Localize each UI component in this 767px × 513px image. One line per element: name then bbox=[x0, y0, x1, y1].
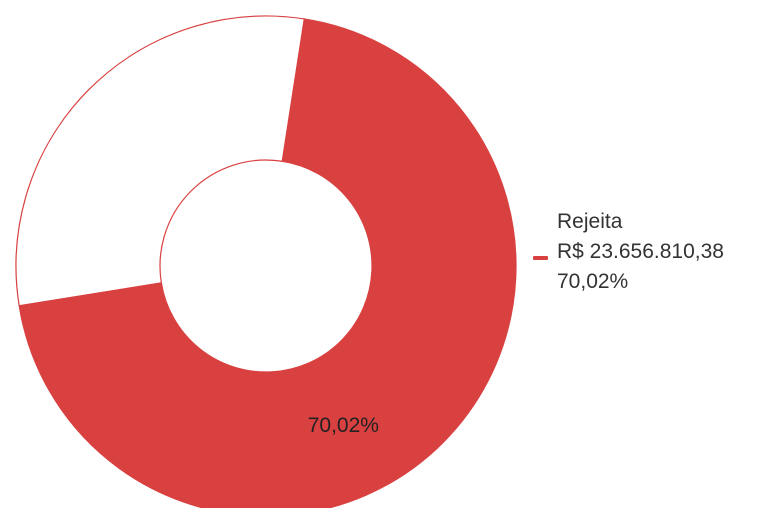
donut-slice-other[interactable] bbox=[15, 15, 305, 307]
legend-percent: 70,02% bbox=[557, 270, 629, 293]
legend-value: R$ 23.656.810,38 bbox=[557, 240, 724, 263]
donut-slice-rejeita[interactable] bbox=[18, 18, 517, 513]
legend-swatch-rejeita bbox=[533, 256, 548, 260]
legend-label: Rejeita bbox=[557, 210, 623, 233]
legend-entry-rejeita[interactable]: Rejeita R$ 23.656.810,38 70,02% bbox=[557, 207, 724, 297]
slice-percent-label: 70,02% bbox=[308, 414, 379, 437]
